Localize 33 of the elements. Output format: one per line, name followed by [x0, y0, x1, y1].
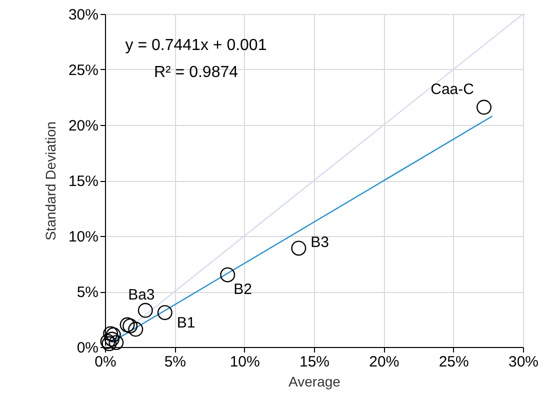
x-tick-label: 25% — [438, 354, 469, 370]
annotation: y = 0.7441x + 0.001 — [125, 37, 267, 54]
annotation: Ba3 — [128, 286, 155, 304]
point — [220, 267, 236, 282]
annotation: B2 — [234, 280, 252, 298]
annotation: R² = 0.9874 — [154, 64, 238, 81]
x-tick-label: 15% — [299, 354, 330, 370]
y-axis-title: Standard Deviation — [42, 121, 58, 241]
y-tick-label: 20% — [68, 118, 98, 134]
point — [108, 335, 124, 350]
point — [104, 332, 120, 347]
y-tick-label: 15% — [68, 173, 98, 190]
point — [138, 302, 153, 318]
point — [476, 100, 492, 115]
annotation: B3 — [310, 234, 330, 252]
y-tick-label: 10% — [68, 228, 98, 246]
y-tick-label: 30% — [68, 6, 98, 24]
x-tick-label: 0% — [94, 354, 116, 370]
x-tick-label: 5% — [164, 354, 186, 370]
x-axis-title: Average — [288, 374, 341, 390]
x-tick-label: 20% — [369, 354, 400, 370]
point — [291, 240, 306, 256]
y-tick-label: 0% — [76, 340, 98, 356]
x-tick-label: 30% — [508, 354, 539, 370]
point — [128, 322, 144, 337]
point — [157, 305, 172, 320]
y-tick-label: 5% — [76, 284, 98, 301]
y-tick-label: 25% — [68, 62, 98, 79]
point — [122, 318, 138, 334]
annotation: Caa-C — [430, 81, 474, 98]
annotation: B1 — [176, 314, 196, 332]
x-tick-label: 10% — [230, 354, 260, 370]
point — [120, 317, 135, 332]
